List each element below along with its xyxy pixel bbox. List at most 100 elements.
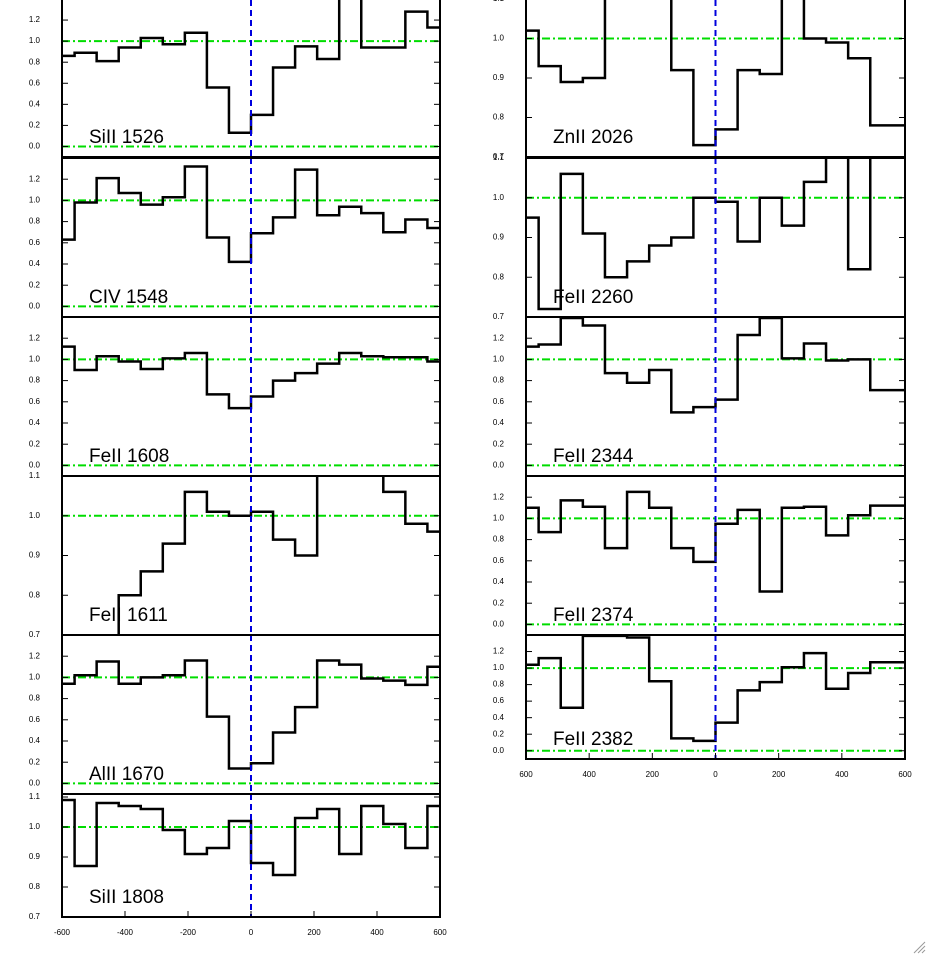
- y-tick-label: 0.9: [493, 73, 505, 82]
- panel: 0.0 0.2 0.4 0.6 0.8 1.0 1.2 SiII 1526: [29, 0, 441, 158]
- line-label: SiII 1526: [89, 127, 164, 148]
- line-label: FeII 2382: [553, 729, 633, 750]
- y-tick-label: 0.2: [29, 280, 41, 289]
- y-tick-label: 0.8: [29, 376, 41, 385]
- y-tick-label: 1.1: [29, 471, 41, 480]
- y-tick-label: 1.1: [493, 0, 505, 3]
- line-label: CIV 1548: [89, 287, 168, 308]
- y-tick-label: 0.6: [493, 556, 505, 565]
- panel: 0.0 0.2 0.4 0.6 0.8 1.0 1.2 FeII 2344: [493, 316, 906, 477]
- y-tick-label: 0.8: [29, 882, 41, 891]
- y-tick-label: 1.1: [493, 153, 505, 162]
- y-tick-label: 0.2: [29, 121, 41, 130]
- y-tick-label: 0.7: [493, 152, 505, 161]
- y-tick-label: 0.2: [29, 439, 41, 448]
- y-tick-label: 0.9: [29, 852, 41, 861]
- y-tick-label: 0.4: [493, 418, 505, 427]
- y-tick-label: 0.6: [29, 238, 41, 247]
- y-tick-label: 1.0: [29, 36, 41, 45]
- line-label: FeII 2374: [553, 605, 634, 626]
- y-tick-label: 0.6: [493, 696, 505, 705]
- y-tick-label: 1.0: [29, 511, 41, 520]
- panel: 0.7 0.8 0.9 1.0 1.1 ZnII 2026: [493, 0, 906, 161]
- y-tick-label: 0.8: [493, 535, 505, 544]
- y-tick-label: 1.0: [493, 663, 505, 672]
- panel: 0.7 0.8 0.9 1.0 1.1 FeII 2260: [493, 153, 906, 321]
- y-tick-label: 1.2: [493, 333, 505, 342]
- y-tick-label: 0.7: [493, 312, 505, 321]
- panel: 0.7 0.8 0.9 1.0 1.1 -600 -400 -200 0 200 400 600 SiI…: [29, 792, 447, 937]
- y-tick-label: 1.2: [29, 15, 41, 24]
- resize-grip: [913, 941, 926, 954]
- spectrum-line: [62, 798, 440, 877]
- line-label: FeII 1608: [89, 446, 169, 467]
- y-tick-label: 1.0: [493, 34, 505, 43]
- line-label: FeII 2260: [553, 287, 633, 308]
- panel: 0.7 0.8 0.9 1.0 1.1 FeII 1611: [29, 471, 441, 639]
- y-tick-label: 0.0: [29, 779, 41, 788]
- y-tick-label: 0.8: [493, 680, 505, 689]
- y-tick-label: 0.2: [493, 729, 505, 738]
- y-tick-label: 0.4: [493, 713, 505, 722]
- x-tick-label: 200: [646, 770, 660, 779]
- x-tick-label: 400: [582, 770, 596, 779]
- y-tick-label: 1.2: [493, 492, 505, 501]
- y-tick-label: 0.0: [29, 142, 41, 151]
- y-tick-label: 1.0: [493, 514, 505, 523]
- spectrum-line: [526, 0, 905, 147]
- y-tick-label: 0.4: [29, 736, 41, 745]
- x-tick-label: -400: [117, 928, 134, 937]
- line-label: FeII 1611: [89, 605, 168, 626]
- panel: 0.0 0.2 0.4 0.6 0.8 1.0 1.2 FeII 2374: [493, 475, 906, 636]
- y-tick-label: 1.2: [29, 651, 41, 660]
- y-tick-label: 1.0: [29, 673, 41, 682]
- y-tick-label: 0.6: [29, 397, 41, 406]
- spectrum-line: [526, 635, 905, 743]
- panel: 0.0 0.2 0.4 0.6 0.8 1.0 1.2 FeII 1608: [29, 316, 441, 477]
- x-tick-label: 200: [772, 770, 786, 779]
- y-tick-label: 0.4: [493, 577, 505, 586]
- spectrum-line: [526, 158, 872, 311]
- panel: 0.0 0.2 0.4 0.6 0.8 1.0 1.2 AlII 1670: [29, 634, 441, 795]
- x-tick-label: 600: [519, 770, 533, 779]
- x-tick-label: 200: [307, 928, 321, 937]
- y-tick-label: 0.8: [493, 376, 505, 385]
- spectrum-line: [117, 476, 440, 635]
- y-tick-label: 0.2: [29, 757, 41, 766]
- y-tick-label: 0.7: [29, 630, 41, 639]
- y-tick-label: 1.2: [493, 647, 505, 656]
- spectrum-line: [62, 165, 440, 264]
- y-tick-label: 1.0: [29, 196, 41, 205]
- y-tick-label: 1.2: [29, 333, 41, 342]
- x-tick-label: 600: [433, 928, 447, 937]
- y-tick-label: 0.8: [29, 694, 41, 703]
- panel: 0.0 0.2 0.4 0.6 0.8 1.0 1.2 CIV 1548: [29, 157, 441, 318]
- y-tick-label: 0.2: [493, 439, 505, 448]
- y-tick-label: 0.6: [29, 78, 41, 87]
- line-label: ZnII 2026: [553, 127, 633, 148]
- y-tick-label: 0.4: [29, 259, 41, 268]
- x-tick-label: 0: [249, 928, 254, 937]
- y-tick-label: 1.0: [29, 822, 41, 831]
- y-tick-label: 1.2: [29, 174, 41, 183]
- y-tick-label: 0.2: [493, 598, 505, 607]
- y-tick-label: 0.6: [493, 397, 505, 406]
- x-tick-label: 0: [713, 770, 718, 779]
- y-tick-label: 0.4: [29, 99, 41, 108]
- y-tick-label: 0.4: [29, 418, 41, 427]
- y-tick-label: 0.9: [493, 233, 505, 242]
- y-tick-label: 0.8: [29, 217, 41, 226]
- panel: 0.0 0.2 0.4 0.6 0.8 1.0 1.2 600 400 200 0 200 400 600…: [493, 634, 912, 779]
- y-tick-label: 0.0: [493, 461, 505, 470]
- y-tick-label: 0.0: [493, 620, 505, 629]
- y-tick-label: 0.8: [493, 113, 505, 122]
- x-tick-label: -600: [54, 928, 71, 937]
- x-tick-label: 400: [835, 770, 849, 779]
- y-tick-label: 0.9: [29, 551, 41, 560]
- x-tick-label: 600: [898, 770, 912, 779]
- y-tick-label: 0.8: [29, 57, 41, 66]
- y-tick-label: 0.7: [29, 912, 41, 921]
- y-tick-label: 1.0: [29, 355, 41, 364]
- y-tick-label: 1.0: [493, 193, 505, 202]
